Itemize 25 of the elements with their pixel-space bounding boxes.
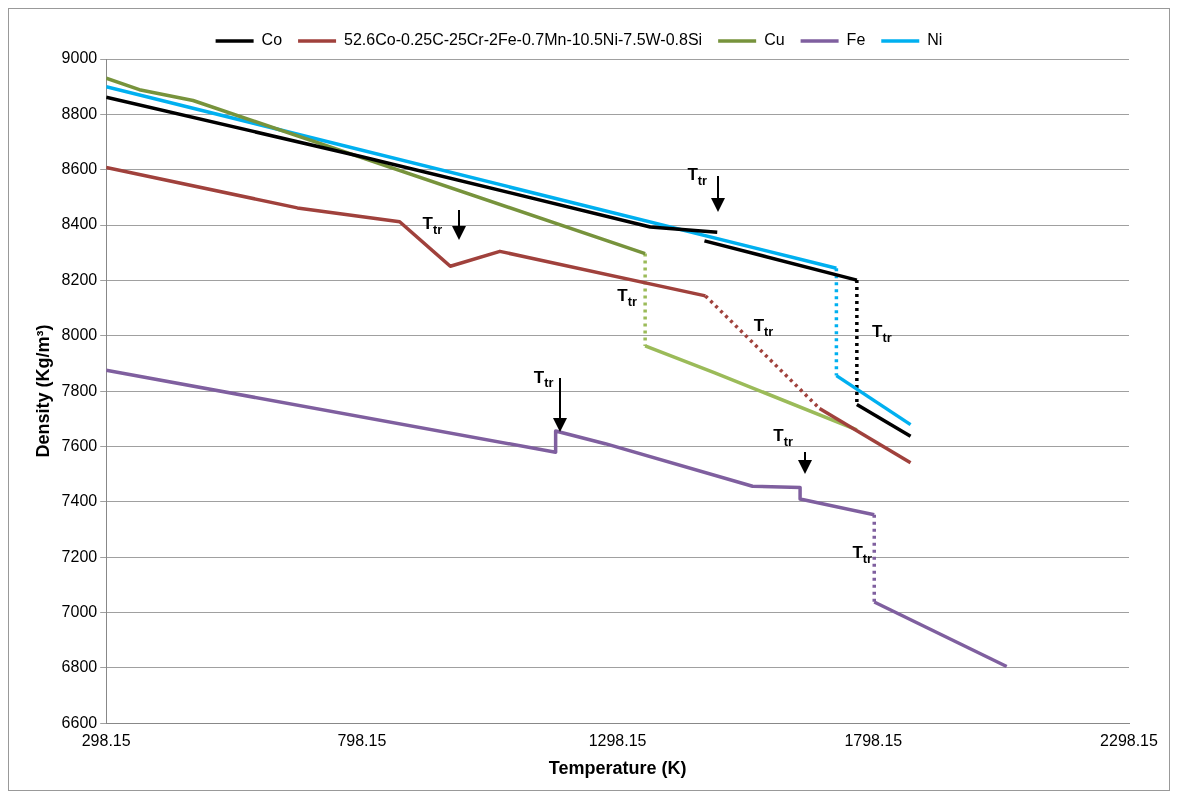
y-tick-label: 8000 xyxy=(61,326,98,344)
legend-label: Co xyxy=(261,31,283,49)
y-tick-label: 8800 xyxy=(61,104,98,122)
y-tick-label: 6600 xyxy=(61,713,98,731)
y-tick-label: 8400 xyxy=(61,215,98,233)
x-tick-label: 298.15 xyxy=(81,732,131,750)
y-tick-label: 8200 xyxy=(61,270,98,288)
legend-label: Ni xyxy=(927,31,943,49)
legend-label: Fe xyxy=(846,31,866,49)
legend-label: 52.6Co-0.25C-25Cr-2Fe-0.7Mn-10.5Ni-7.5W-0.8Si xyxy=(344,31,703,49)
y-tick-label: 7600 xyxy=(61,436,98,454)
y-tick-label: 7200 xyxy=(61,547,98,565)
y-tick-label: 9000 xyxy=(61,49,98,67)
y-tick-label: 8600 xyxy=(61,160,98,178)
x-tick-label: 1798.15 xyxy=(844,732,903,750)
x-tick-label: 1298.15 xyxy=(588,732,647,750)
x-tick-label: 2298.15 xyxy=(1100,732,1159,750)
y-tick-label: 7400 xyxy=(61,492,98,510)
legend-label: Cu xyxy=(764,31,785,49)
y-axis-title: Density (Kg/m³) xyxy=(32,324,53,458)
x-axis-title: Temperature (K) xyxy=(548,758,687,779)
x-tick-label: 798.15 xyxy=(337,732,387,750)
y-tick-label: 6800 xyxy=(61,658,98,676)
y-tick-label: 7000 xyxy=(61,602,98,620)
y-tick-label: 7800 xyxy=(61,381,98,399)
